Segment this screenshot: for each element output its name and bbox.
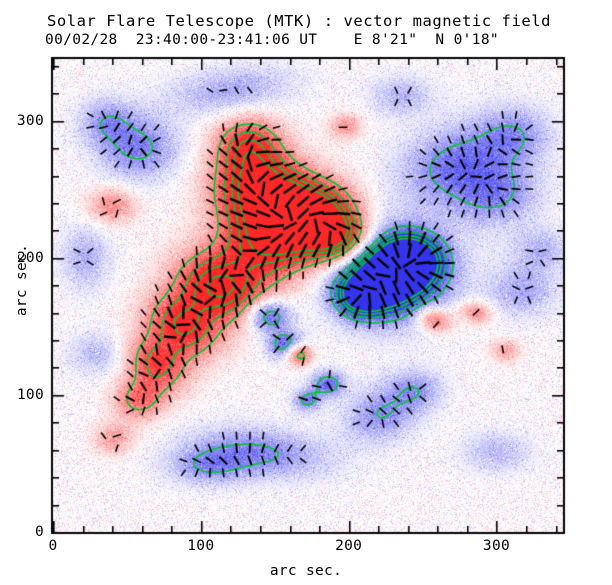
x-tick-label-0: 0 [48, 538, 58, 554]
y-tick-label-0: 0 [34, 524, 44, 540]
figure-title: Solar Flare Telescope (MTK) : vector mag… [45, 12, 587, 49]
y-axis-title: arc sec. [14, 243, 30, 317]
y-tick-label-300: 300 [16, 112, 44, 129]
x-axis-title: arc sec. [269, 563, 343, 579]
vector-field-overlay-layer [53, 59, 563, 532]
figure-title-line-1: Solar Flare Telescope (MTK) : vector mag… [47, 12, 551, 30]
y-tick-label-100: 100 [16, 386, 44, 403]
x-tick-label-200: 200 [335, 538, 363, 554]
x-tick-label-100: 100 [187, 538, 215, 554]
figure-title-line-2: 00/02/28 23:40:00-23:41:06 UT E 8'21" N … [45, 32, 499, 48]
y-tick-label-200: 200 [16, 249, 44, 266]
plot-area [53, 59, 563, 532]
x-tick-label-300: 300 [482, 538, 511, 554]
